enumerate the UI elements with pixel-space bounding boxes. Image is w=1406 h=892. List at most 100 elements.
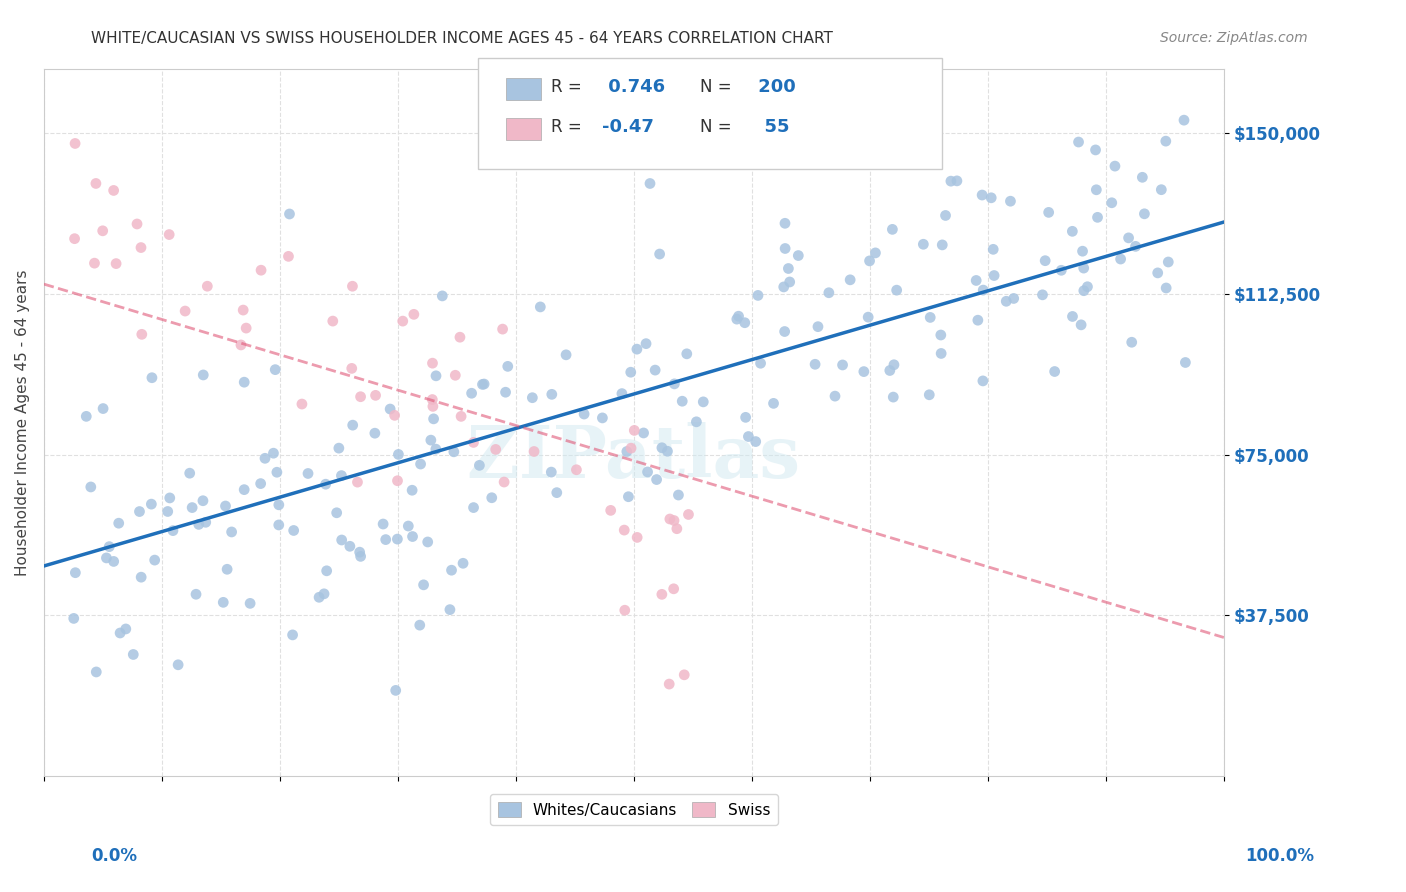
Point — [617, 490, 640, 504]
Point — [879, 363, 901, 377]
Point — [1050, 263, 1073, 277]
Point — [685, 415, 707, 429]
Point — [193, 368, 215, 382]
Point — [342, 418, 364, 433]
Point — [75, 409, 97, 424]
Point — [668, 488, 690, 502]
Point — [451, 556, 474, 570]
Point — [1121, 335, 1143, 350]
Point — [1070, 318, 1092, 332]
Point — [965, 273, 987, 287]
Point — [278, 207, 301, 221]
Point — [824, 389, 846, 403]
Point — [214, 499, 236, 513]
Point — [1154, 134, 1177, 148]
Point — [422, 356, 444, 370]
Text: Source: ZipAtlas.com: Source: ZipAtlas.com — [1160, 31, 1308, 45]
Point — [253, 451, 276, 466]
Point — [664, 376, 686, 391]
Point — [374, 533, 396, 547]
Point — [103, 554, 125, 568]
Point — [391, 314, 413, 328]
Y-axis label: Householder Income Ages 45 - 64 years: Householder Income Ages 45 - 64 years — [15, 269, 30, 575]
Text: 0.0%: 0.0% — [91, 847, 138, 865]
Point — [129, 570, 152, 584]
Point — [882, 390, 904, 404]
Point — [84, 177, 107, 191]
Point — [181, 500, 204, 515]
Point — [325, 506, 347, 520]
Point — [491, 322, 513, 336]
Point — [644, 363, 666, 377]
Point — [762, 396, 785, 410]
Point — [522, 391, 544, 405]
Point — [651, 587, 673, 601]
Point — [918, 388, 941, 402]
Legend: Whites/Caucasians, Swiss: Whites/Caucasians, Swiss — [491, 794, 778, 825]
Point — [787, 249, 810, 263]
Text: WHITE/CAUCASIAN VS SWISS HOUSEHOLDER INCOME AGES 45 - 64 YEARS CORRELATION CHART: WHITE/CAUCASIAN VS SWISS HOUSEHOLDER INC… — [91, 31, 834, 46]
Point — [83, 256, 105, 270]
Point — [98, 540, 121, 554]
Point — [772, 280, 794, 294]
Point — [934, 209, 956, 223]
Point — [1084, 143, 1107, 157]
Point — [658, 677, 681, 691]
Point — [471, 377, 494, 392]
Text: R =: R = — [551, 78, 582, 95]
Point — [804, 357, 827, 371]
Text: -0.47: -0.47 — [602, 118, 654, 136]
Point — [409, 618, 432, 632]
Point — [129, 241, 152, 255]
Point — [616, 444, 638, 458]
Point — [96, 550, 118, 565]
Point — [634, 336, 657, 351]
Point — [565, 463, 588, 477]
Point — [1031, 288, 1053, 302]
Point — [1073, 284, 1095, 298]
Point — [266, 465, 288, 479]
Point — [114, 622, 136, 636]
Point — [330, 468, 353, 483]
Point — [737, 429, 759, 443]
Point — [657, 444, 679, 458]
Point — [1076, 279, 1098, 293]
Point — [675, 347, 697, 361]
Point — [946, 174, 969, 188]
Point — [84, 665, 107, 679]
Point — [920, 310, 942, 325]
Point — [444, 368, 467, 383]
Point — [1038, 205, 1060, 219]
Point — [91, 224, 114, 238]
Point — [125, 217, 148, 231]
Point — [107, 516, 129, 531]
Point — [1125, 239, 1147, 253]
Point — [966, 313, 988, 327]
Point — [929, 346, 952, 360]
Point — [540, 465, 562, 479]
Point — [402, 307, 425, 321]
Point — [65, 566, 87, 580]
Point — [342, 279, 364, 293]
Point — [264, 362, 287, 376]
Point — [1002, 292, 1025, 306]
Point — [194, 516, 217, 530]
Text: 100.0%: 100.0% — [1246, 847, 1315, 865]
Point — [422, 412, 444, 426]
Point — [195, 279, 218, 293]
Point — [162, 524, 184, 538]
Point — [141, 497, 163, 511]
Point — [422, 400, 444, 414]
Point — [734, 410, 756, 425]
Text: N =: N = — [700, 78, 731, 95]
Point — [103, 184, 125, 198]
Point — [540, 387, 562, 401]
Point — [734, 316, 756, 330]
Point — [856, 310, 879, 325]
Point — [384, 409, 406, 423]
Point — [250, 263, 273, 277]
Point — [460, 386, 482, 401]
Point — [167, 657, 190, 672]
Point — [485, 442, 508, 457]
Point — [972, 374, 994, 388]
